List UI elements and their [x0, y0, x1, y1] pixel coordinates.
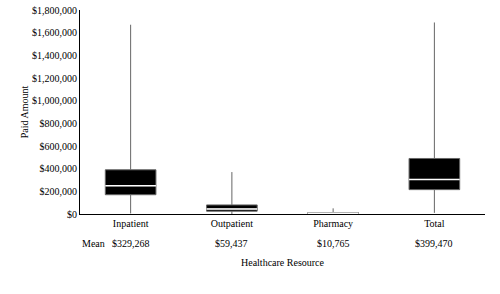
svg-text:$10,765: $10,765 [317, 238, 350, 249]
svg-text:$200,000: $200,000 [40, 186, 78, 197]
svg-text:$600,000: $600,000 [40, 141, 78, 152]
svg-text:$0: $0 [67, 209, 77, 220]
svg-text:$1,800,000: $1,800,000 [32, 5, 77, 16]
svg-text:$1,600,000: $1,600,000 [32, 27, 77, 38]
svg-text:Mean: Mean [82, 238, 105, 249]
svg-text:$1,200,000: $1,200,000 [32, 73, 77, 84]
svg-text:Inpatient: Inpatient [113, 218, 149, 229]
svg-text:$1,000,000: $1,000,000 [32, 95, 77, 106]
svg-text:$399,470: $399,470 [415, 238, 453, 249]
svg-text:Healthcare Resource: Healthcare Resource [241, 257, 325, 268]
svg-text:$1,400,000: $1,400,000 [32, 50, 77, 61]
svg-text:Paid Amount: Paid Amount [19, 86, 30, 139]
svg-text:Pharmacy: Pharmacy [313, 218, 353, 229]
svg-text:Total: Total [424, 218, 445, 229]
svg-text:$329,268: $329,268 [112, 238, 150, 249]
svg-text:$400,000: $400,000 [40, 163, 78, 174]
svg-text:$59,437: $59,437 [215, 238, 248, 249]
svg-text:$800,000: $800,000 [40, 118, 78, 129]
svg-text:Outpatient: Outpatient [211, 218, 253, 229]
